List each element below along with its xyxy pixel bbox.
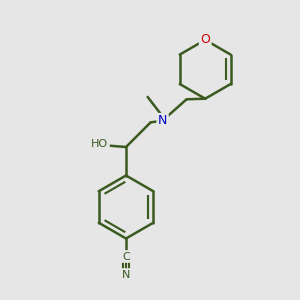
- Text: N: N: [122, 269, 130, 280]
- Text: O: O: [200, 33, 210, 46]
- Text: N: N: [158, 114, 167, 128]
- Text: HO: HO: [91, 139, 109, 149]
- Text: C: C: [122, 251, 130, 262]
